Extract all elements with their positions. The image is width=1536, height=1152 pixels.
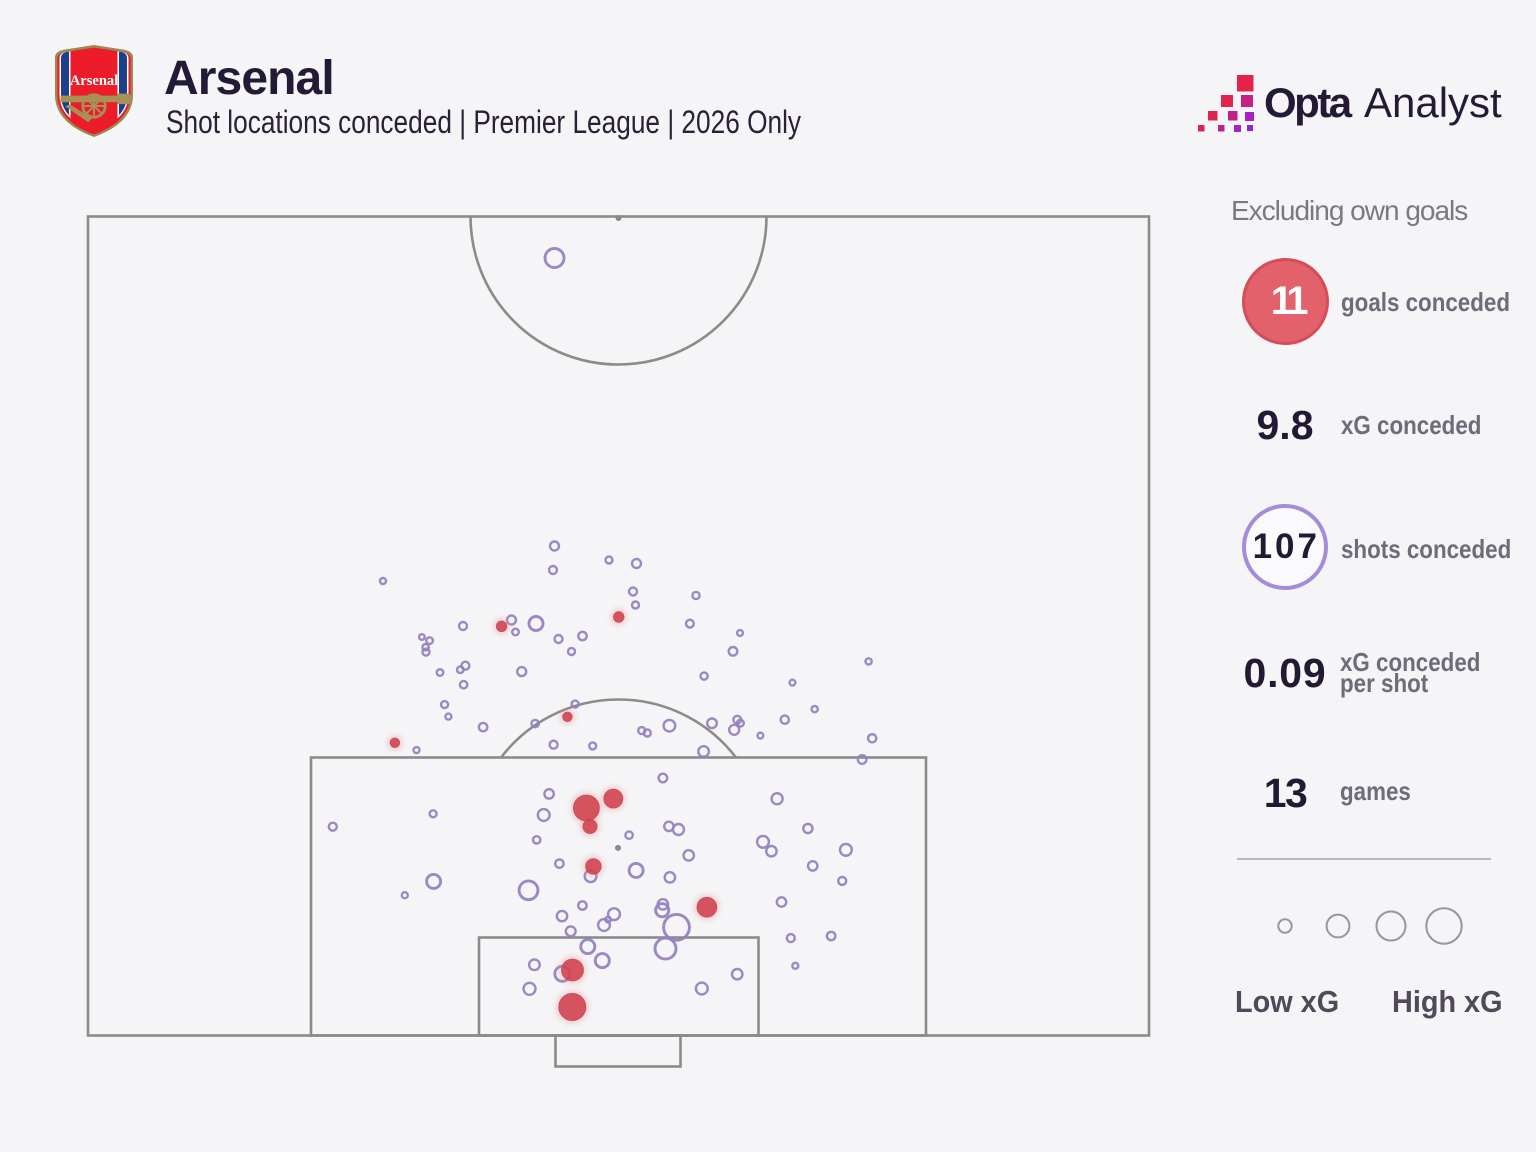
svg-text:Arsenal: Arsenal: [70, 73, 118, 89]
